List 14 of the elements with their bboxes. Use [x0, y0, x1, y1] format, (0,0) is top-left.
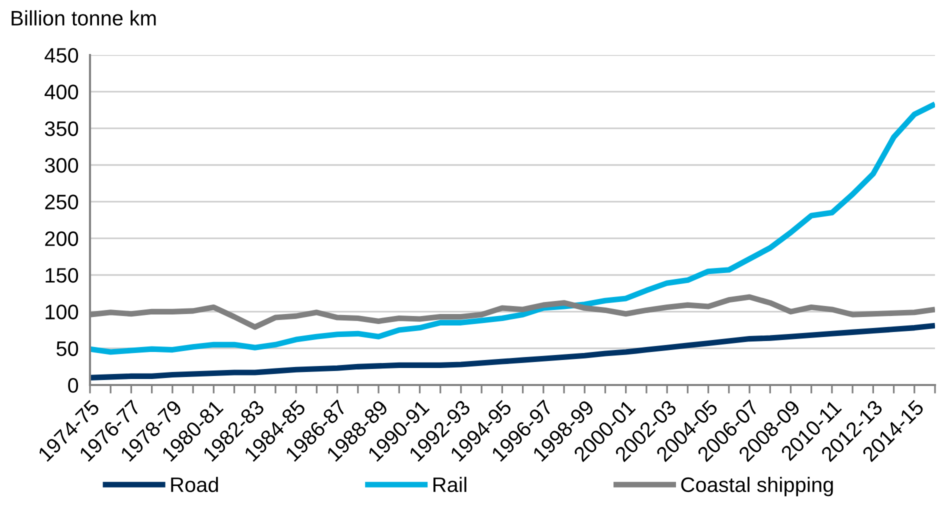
y-tick-label: 300 [44, 158, 78, 173]
y-tick-label: 0 [68, 378, 78, 393]
y-tick-label: 100 [46, 304, 78, 320]
y-tick-label: 150 [46, 268, 78, 283]
legend-label: Coastal shipping [681, 476, 833, 496]
y-tick-label: 350 [44, 121, 78, 136]
y-tick-label: 450 [44, 48, 78, 63]
y-tick-label: 200 [45, 231, 78, 246]
legend-label: Rail [433, 476, 466, 492]
legend-label: Road [171, 476, 218, 492]
y-tick-label: 250 [45, 194, 78, 210]
y-tick-label: 50 [56, 341, 78, 356]
y-axis-title: Billion tonne km [12, 10, 156, 26]
y-tick-label: 400 [44, 84, 78, 100]
